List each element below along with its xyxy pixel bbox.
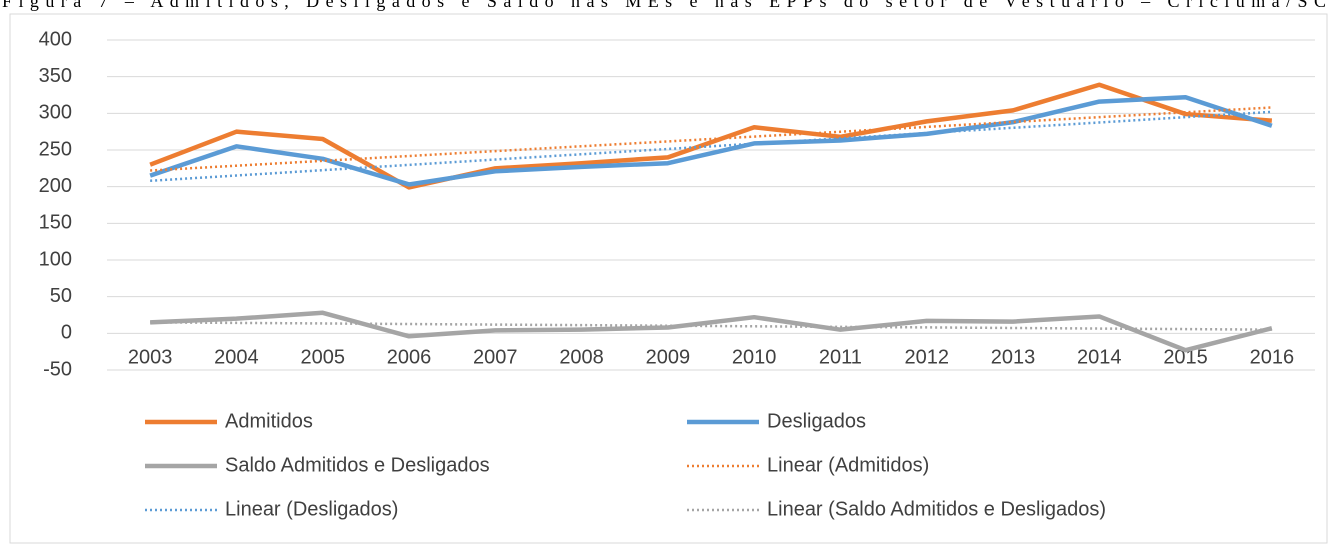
x-tick-label: 2005 bbox=[300, 347, 345, 369]
series-line bbox=[150, 321, 1272, 331]
series-line bbox=[150, 310, 1273, 353]
x-tick-label: 2014 bbox=[1077, 347, 1122, 369]
x-tick-label: 2009 bbox=[646, 347, 691, 369]
x-tick-label: 2011 bbox=[819, 347, 862, 369]
legend-label: Linear (Admitidos) bbox=[767, 454, 929, 476]
y-tick-label: 150 bbox=[39, 212, 72, 234]
x-tick-label: 2003 bbox=[128, 347, 173, 369]
legend-label: Admitidos bbox=[225, 410, 313, 432]
legend-label: Linear (Saldo Admitidos e Desligados) bbox=[767, 498, 1106, 520]
y-tick-label: 300 bbox=[39, 102, 72, 124]
y-tick-label: 0 bbox=[61, 322, 72, 344]
y-tick-label: 50 bbox=[50, 285, 72, 307]
series-line bbox=[149, 82, 1273, 190]
x-tick-label: 2007 bbox=[473, 347, 518, 369]
x-tick-label: 2015 bbox=[1163, 347, 1208, 369]
y-tick-label: 100 bbox=[39, 248, 72, 270]
x-tick-label: 2006 bbox=[387, 347, 432, 369]
x-tick-label: 2016 bbox=[1250, 347, 1295, 369]
y-tick-label: -50 bbox=[43, 358, 72, 380]
series-line bbox=[149, 94, 1273, 187]
y-tick-label: 350 bbox=[39, 65, 72, 87]
chart-title: Figura 7 – Admitidos, Desligados e Saldo… bbox=[2, 0, 1326, 11]
y-tick-label: 250 bbox=[39, 138, 72, 160]
legend-label: Desligados bbox=[767, 410, 866, 432]
legend-label: Saldo Admitidos e Desligados bbox=[225, 454, 490, 476]
y-tick-label: 200 bbox=[39, 175, 72, 197]
series-line bbox=[150, 106, 1272, 172]
legend-label: Linear (Desligados) bbox=[225, 498, 398, 520]
series-line bbox=[150, 110, 1272, 183]
y-tick-label: 400 bbox=[39, 28, 72, 50]
x-tick-label: 2008 bbox=[559, 347, 604, 369]
x-tick-label: 2012 bbox=[904, 347, 949, 369]
x-tick-label: 2004 bbox=[214, 347, 259, 369]
x-tick-label: 2013 bbox=[991, 347, 1036, 369]
x-tick-label: 2010 bbox=[732, 347, 777, 369]
